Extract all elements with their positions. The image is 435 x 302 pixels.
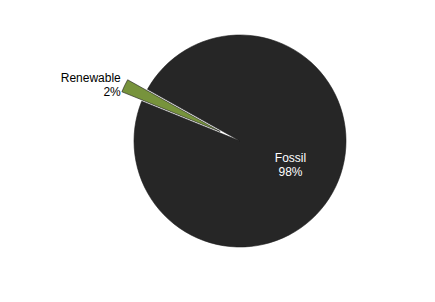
svg-text:2%: 2% bbox=[103, 85, 121, 99]
svg-text:Fossil: Fossil bbox=[275, 151, 306, 165]
svg-text:Renewable: Renewable bbox=[61, 71, 121, 85]
svg-text:98%: 98% bbox=[278, 165, 302, 179]
